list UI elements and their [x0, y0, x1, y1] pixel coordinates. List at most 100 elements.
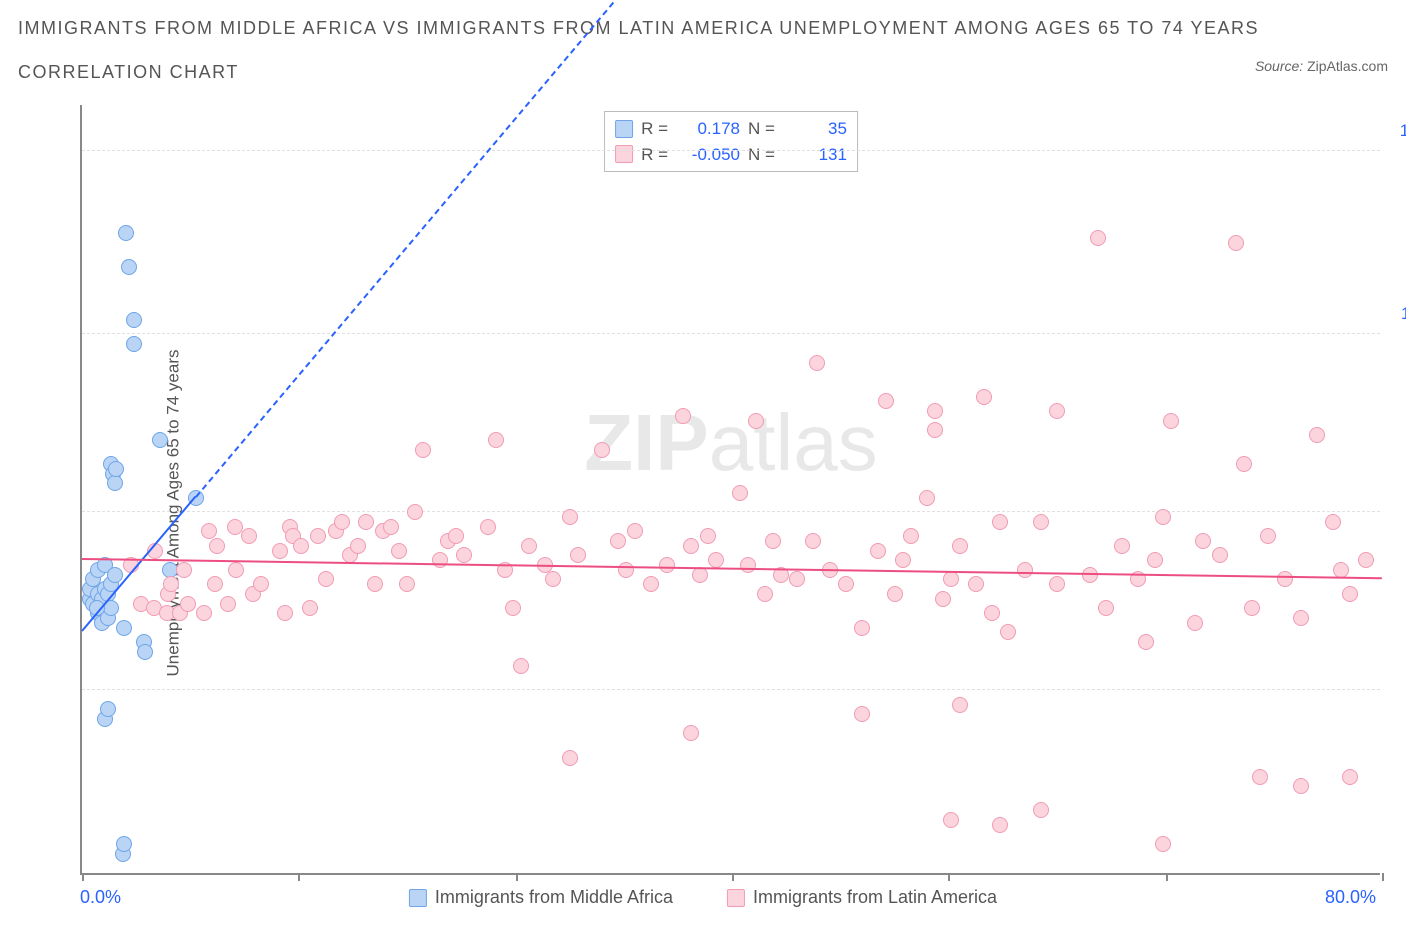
- scatter-point: [1033, 802, 1049, 818]
- scatter-point: [1114, 538, 1130, 554]
- stats-n-value-latin-america: 131: [783, 142, 847, 168]
- scatter-point: [618, 562, 634, 578]
- scatter-point: [562, 750, 578, 766]
- scatter-point: [943, 571, 959, 587]
- legend-item-middle-africa: Immigrants from Middle Africa: [409, 887, 673, 908]
- scatter-point: [708, 552, 724, 568]
- x-axis-max-label: 80.0%: [1325, 887, 1376, 908]
- scatter-point: [1277, 571, 1293, 587]
- scatter-point: [121, 259, 137, 275]
- scatter-point: [992, 817, 1008, 833]
- scatter-point: [207, 576, 223, 592]
- scatter-point: [943, 812, 959, 828]
- scatter-point: [220, 596, 236, 612]
- scatter-point: [1358, 552, 1374, 568]
- scatter-point: [277, 605, 293, 621]
- scatter-point: [1293, 778, 1309, 794]
- gridline: [82, 150, 1380, 151]
- scatter-point: [107, 567, 123, 583]
- scatter-point: [968, 576, 984, 592]
- scatter-point: [1293, 610, 1309, 626]
- page-title: IMMIGRANTS FROM MIDDLE AFRICA VS IMMIGRA…: [18, 18, 1259, 39]
- scatter-point: [505, 600, 521, 616]
- scatter-point: [1187, 615, 1203, 631]
- scatter-point: [180, 596, 196, 612]
- stats-n-label: N =: [748, 116, 775, 142]
- scatter-point: [1244, 600, 1260, 616]
- scatter-point: [854, 706, 870, 722]
- scatter-point: [1000, 624, 1016, 640]
- scatter-point: [448, 528, 464, 544]
- scatter-point: [870, 543, 886, 559]
- scatter-point: [1033, 514, 1049, 530]
- x-tick: [1382, 873, 1384, 881]
- scatter-point: [1309, 427, 1325, 443]
- scatter-point: [927, 403, 943, 419]
- scatter-point: [789, 571, 805, 587]
- stats-r-label: R =: [641, 142, 668, 168]
- scatter-point: [1017, 562, 1033, 578]
- stats-n-value-middle-africa: 35: [783, 116, 847, 142]
- scatter-point: [952, 538, 968, 554]
- scatter-point: [241, 528, 257, 544]
- stats-n-label: N =: [748, 142, 775, 168]
- scatter-point: [334, 514, 350, 530]
- stats-r-label: R =: [641, 116, 668, 142]
- scatter-point: [748, 413, 764, 429]
- scatter-point: [152, 432, 168, 448]
- scatter-point: [683, 538, 699, 554]
- scatter-point: [854, 620, 870, 636]
- scatter-point: [1163, 413, 1179, 429]
- stats-row-latin-america: R = -0.050 N = 131: [615, 142, 847, 168]
- scatter-point: [367, 576, 383, 592]
- scatter-point: [610, 533, 626, 549]
- scatter-point: [919, 490, 935, 506]
- scatter-point: [209, 538, 225, 554]
- scatter-point: [1155, 836, 1171, 852]
- scatter-point: [1049, 576, 1065, 592]
- scatter-point: [310, 528, 326, 544]
- scatter-point: [1090, 230, 1106, 246]
- regression-line: [195, 0, 1383, 497]
- scatter-point: [659, 557, 675, 573]
- scatter-point: [878, 393, 894, 409]
- legend-swatch-middle-africa: [615, 120, 633, 138]
- scatter-point: [1333, 562, 1349, 578]
- scatter-point: [732, 485, 748, 501]
- regression-line: [82, 558, 1382, 579]
- scatter-point: [176, 562, 192, 578]
- scatter-point: [116, 836, 132, 852]
- scatter-point: [480, 519, 496, 535]
- scatter-point: [1098, 600, 1114, 616]
- scatter-point: [895, 552, 911, 568]
- gridline: [82, 689, 1380, 690]
- scatter-point: [272, 543, 288, 559]
- scatter-point: [1236, 456, 1252, 472]
- source-name: ZipAtlas.com: [1307, 58, 1388, 74]
- legend-label-middle-africa: Immigrants from Middle Africa: [435, 887, 673, 908]
- x-axis-min-label: 0.0%: [80, 887, 121, 908]
- scatter-point: [126, 312, 142, 328]
- scatter-point: [116, 620, 132, 636]
- x-tick: [1166, 873, 1168, 881]
- legend-swatch-middle-africa: [409, 889, 427, 907]
- scatter-plot: ZIPatlas R = 0.178 N = 35 R = -0.050 N =…: [80, 105, 1380, 875]
- scatter-point: [903, 528, 919, 544]
- gridline: [82, 333, 1380, 334]
- scatter-point: [683, 725, 699, 741]
- scatter-point: [1260, 528, 1276, 544]
- scatter-point: [253, 576, 269, 592]
- scatter-point: [952, 697, 968, 713]
- legend-item-latin-america: Immigrants from Latin America: [727, 887, 997, 908]
- scatter-point: [1147, 552, 1163, 568]
- scatter-point: [1342, 586, 1358, 602]
- scatter-point: [545, 571, 561, 587]
- scatter-point: [643, 576, 659, 592]
- scatter-point: [318, 571, 334, 587]
- scatter-point: [1049, 403, 1065, 419]
- scatter-point: [675, 408, 691, 424]
- scatter-point: [805, 533, 821, 549]
- scatter-point: [383, 519, 399, 535]
- scatter-point: [399, 576, 415, 592]
- scatter-point: [407, 504, 423, 520]
